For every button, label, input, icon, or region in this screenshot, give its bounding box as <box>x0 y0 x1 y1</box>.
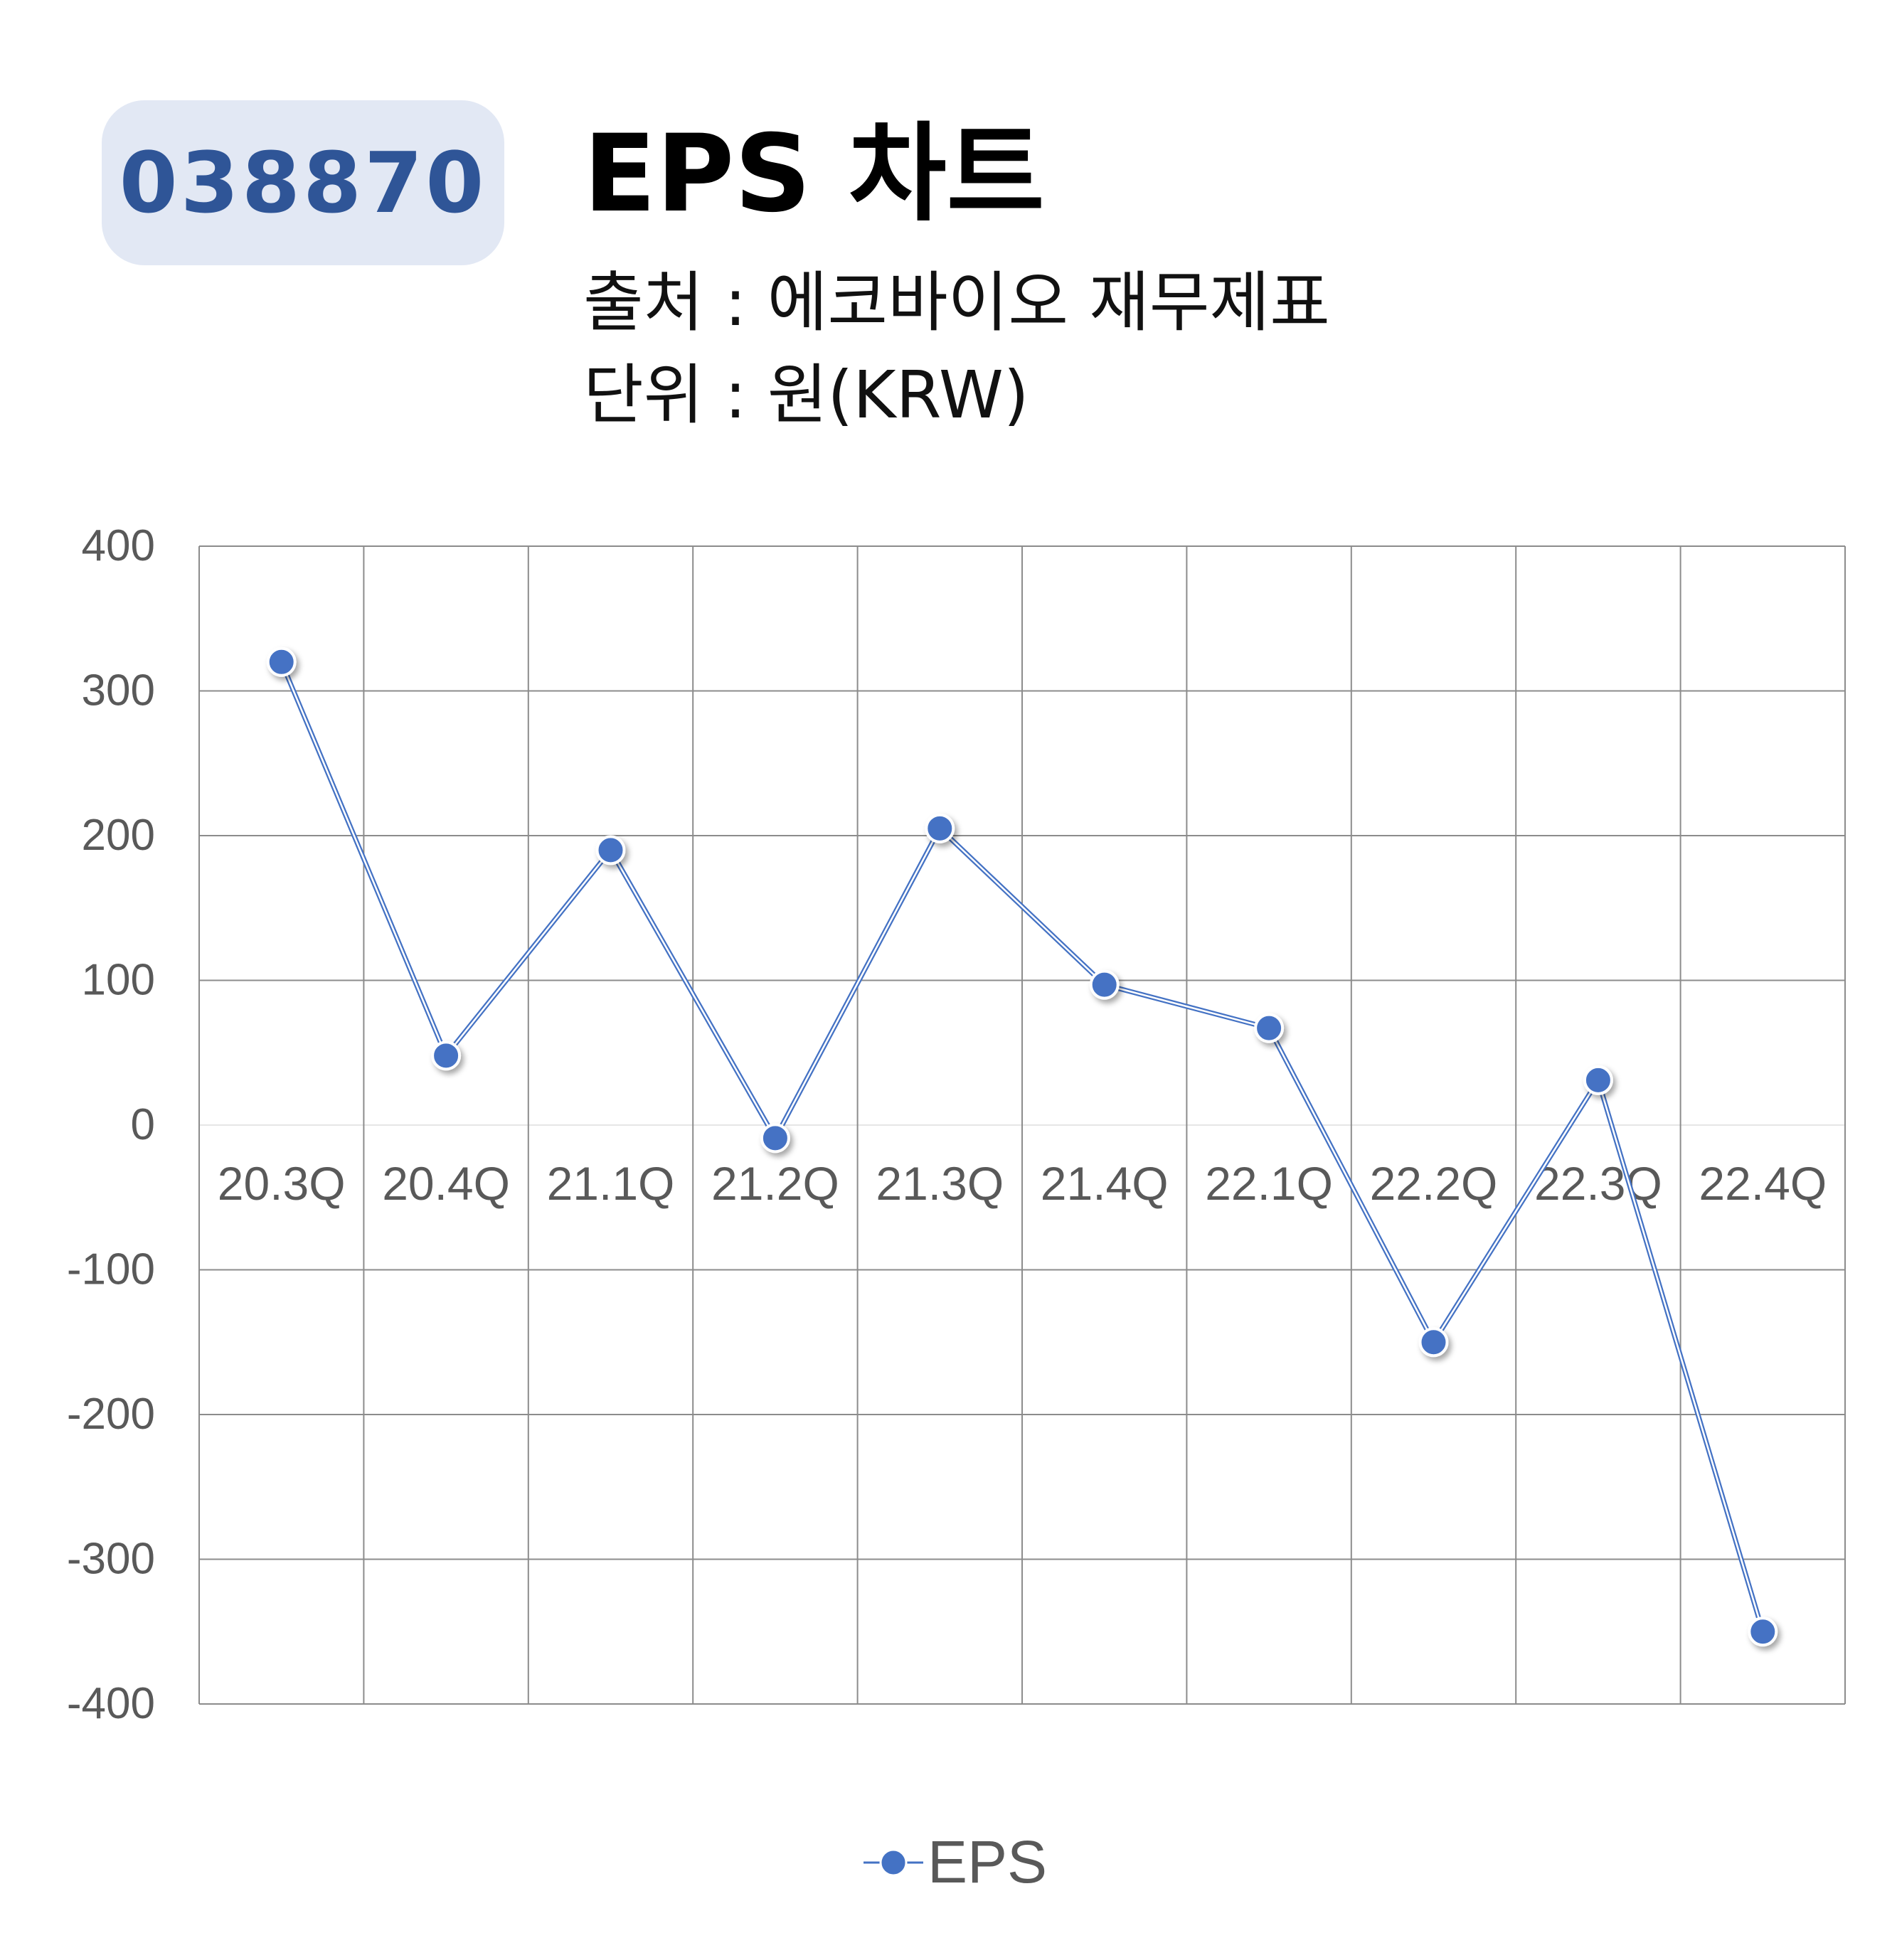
y-tick-label: -200 <box>67 1390 155 1439</box>
data-point <box>1254 1013 1285 1043</box>
data-point <box>266 646 297 677</box>
x-tick-label: 22.1Q <box>1205 1157 1333 1210</box>
data-point <box>431 1040 462 1071</box>
y-tick-label: 400 <box>82 521 155 570</box>
y-tick-label: -400 <box>67 1679 155 1728</box>
y-axis-ticks: 400 300 200 100 0 -100 -200 -300 -400 <box>67 521 155 1728</box>
unit-label: 단위 : 원(KRW) <box>583 357 1029 433</box>
y-tick-label: 300 <box>82 666 155 715</box>
series-eps <box>266 646 1778 1647</box>
chart-title: EPS 차트 <box>583 112 1045 236</box>
data-point <box>1583 1065 1613 1095</box>
y-tick-label: -100 <box>67 1245 155 1294</box>
x-tick-label: 20.4Q <box>382 1157 510 1210</box>
legend-marker-icon <box>864 1848 923 1876</box>
x-tick-label: 21.1Q <box>547 1157 675 1210</box>
series-line-inner <box>280 661 1764 1632</box>
y-tick-label: 0 <box>131 1100 155 1149</box>
x-tick-label: 22.4Q <box>1699 1157 1827 1210</box>
data-point <box>595 835 626 866</box>
data-point <box>1748 1617 1778 1647</box>
x-tick-label: 22.3Q <box>1534 1157 1662 1210</box>
ticker-code: 038870 <box>119 134 487 232</box>
data-point <box>925 813 955 843</box>
data-point <box>1089 969 1120 1000</box>
x-tick-label: 21.4Q <box>1041 1157 1169 1210</box>
x-axis-ticks: 20.3Q 20.4Q 21.1Q 21.2Q 21.3Q 21.4Q 22.1Q 22.2Q… <box>218 1157 1827 1210</box>
x-tick-label: 21.3Q <box>876 1157 1004 1210</box>
y-tick-label: -300 <box>67 1535 155 1584</box>
x-tick-label: 20.3Q <box>218 1157 346 1210</box>
source-label: 출처 : 에코바이오 재무제표 <box>583 265 1330 341</box>
y-tick-label: 200 <box>82 811 155 860</box>
x-tick-label: 21.2Q <box>711 1157 839 1210</box>
legend-label-eps: EPS <box>928 1828 1048 1895</box>
ticker-badge: 038870 <box>102 100 504 265</box>
legend: EPS <box>861 1828 1047 1897</box>
x-tick-label: 22.2Q <box>1370 1157 1498 1210</box>
grid <box>198 545 1846 1705</box>
y-tick-label: 100 <box>82 956 155 1005</box>
data-point <box>760 1123 790 1154</box>
data-point <box>1418 1327 1449 1358</box>
